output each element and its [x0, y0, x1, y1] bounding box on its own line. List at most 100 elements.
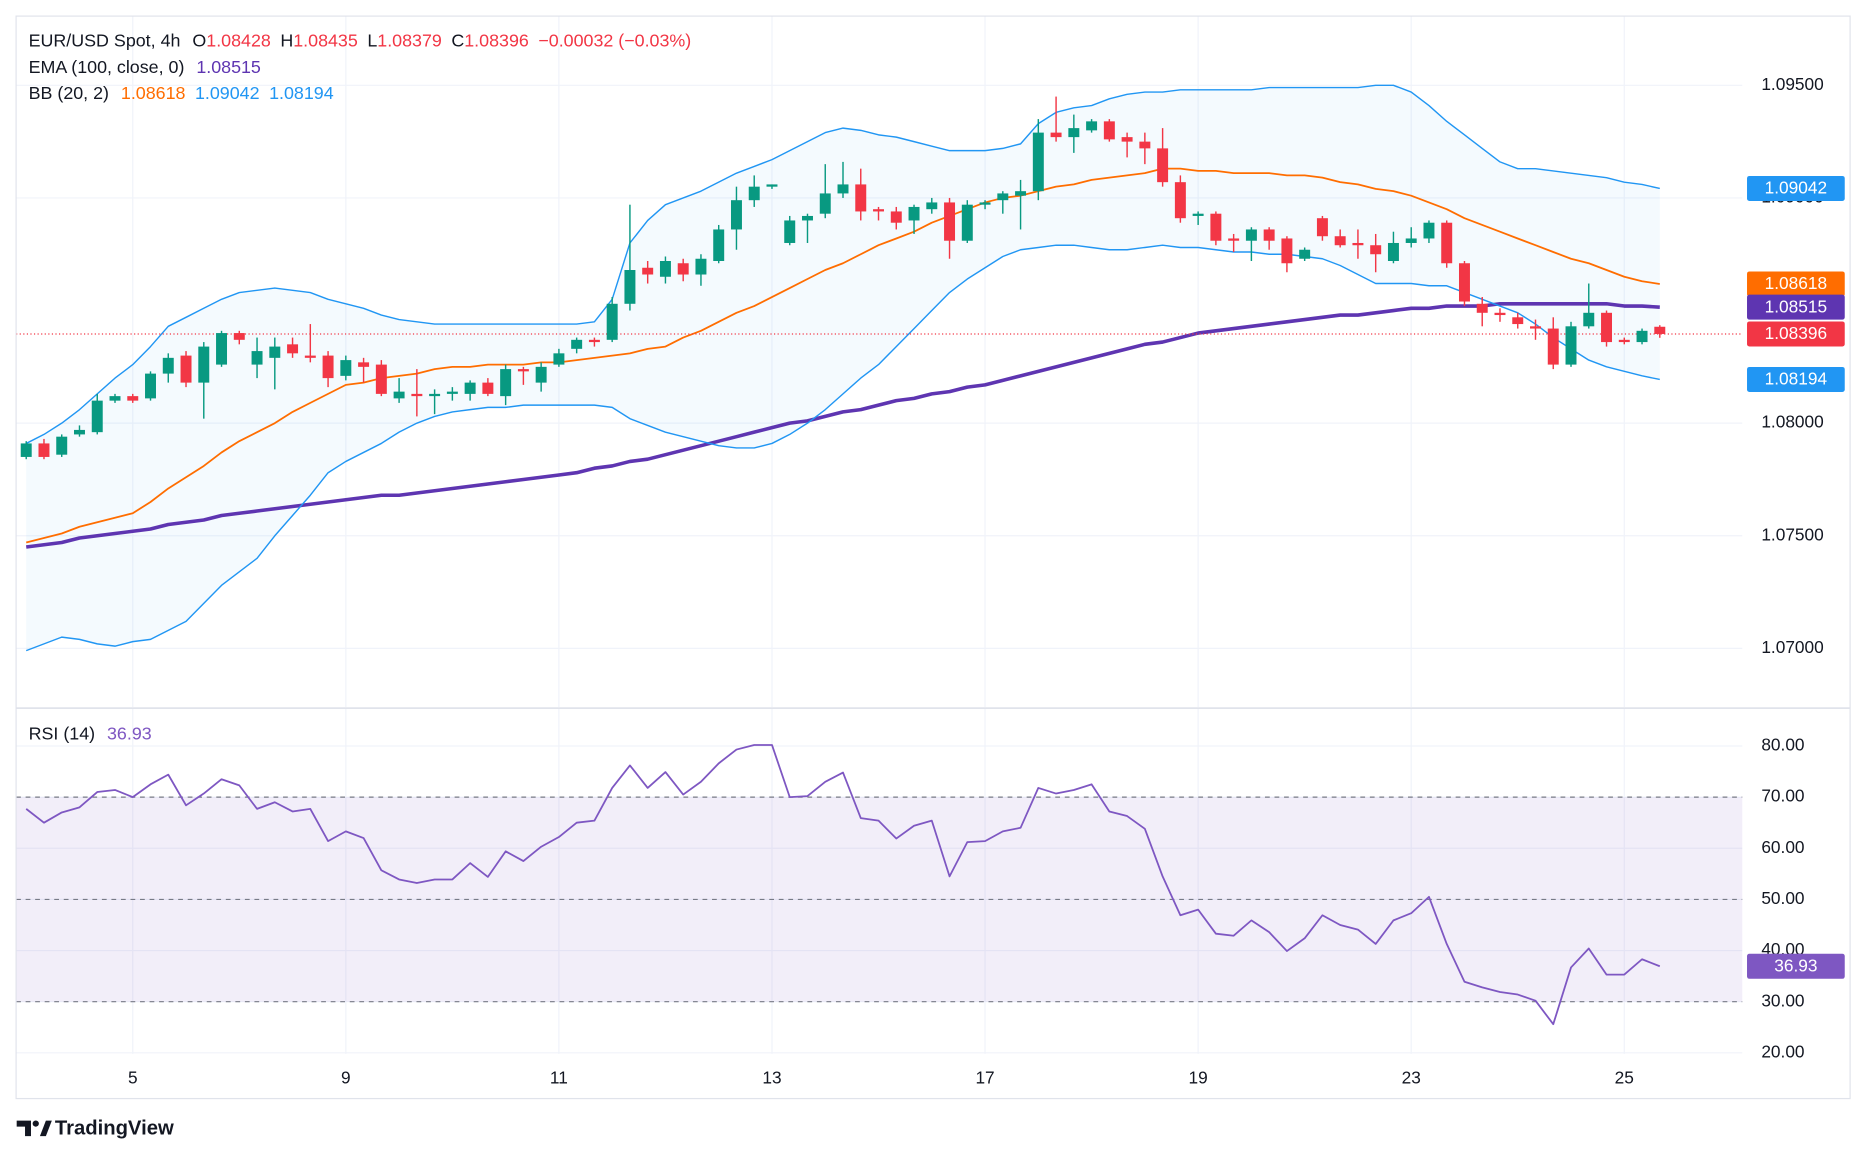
candle-body — [20, 443, 32, 457]
candle-body — [56, 436, 68, 455]
candle-body — [908, 206, 920, 221]
indicator-line — [25, 84, 1660, 445]
candle-body — [340, 360, 352, 376]
candle-body — [1032, 132, 1044, 192]
price-badge-label: 1.08618 — [1765, 273, 1827, 293]
x-tick-label: 13 — [762, 1067, 781, 1087]
candle-body — [1316, 218, 1328, 237]
candle-body — [571, 339, 583, 349]
candle-body — [358, 362, 370, 367]
price-badge-label: 36.93 — [1774, 955, 1817, 975]
rsi-legend: RSI (14) 36.93 — [29, 723, 152, 743]
candle-body — [1174, 182, 1186, 219]
logo-mark — [16, 1120, 31, 1137]
candle-body — [1512, 317, 1524, 325]
candle-body — [1334, 236, 1346, 246]
price-badge-label: 1.08194 — [1765, 369, 1828, 389]
ohlc-value: 1.08396 — [464, 30, 529, 50]
legend-value: 1.09042 — [195, 83, 260, 103]
candle-body — [535, 366, 547, 383]
candle-body — [588, 339, 600, 343]
candle-body — [127, 396, 139, 401]
candle-body — [304, 355, 316, 358]
legend-name: RSI (14) — [29, 723, 95, 743]
y-tick-label: 1.09500 — [1761, 74, 1823, 94]
y-tick-label: 20.00 — [1761, 1041, 1804, 1061]
candle-body — [1601, 312, 1613, 343]
candle-body — [1352, 242, 1364, 246]
candle-body — [961, 204, 973, 241]
candle-body — [251, 351, 263, 365]
candle-body — [979, 202, 991, 205]
price-badge — [1747, 953, 1845, 979]
legend-value: 36.93 — [107, 723, 152, 743]
candle-body — [393, 391, 405, 399]
candle-body — [748, 186, 760, 201]
ohlc-value: 1.08379 — [377, 30, 442, 50]
candle-body — [517, 369, 529, 372]
candle-body — [1139, 141, 1151, 149]
candle-body — [1494, 312, 1506, 316]
price-badge — [1747, 294, 1845, 320]
candle-body — [1015, 191, 1027, 196]
indicator-line — [25, 244, 1660, 652]
price-badge — [1747, 366, 1845, 392]
candle-body — [74, 429, 85, 435]
candle-body — [606, 303, 618, 340]
footer-brand: TradingView — [55, 1117, 174, 1139]
header-line: EUR/USD Spot, 4h O1.08428 H1.08435 L1.08379… — [29, 30, 692, 50]
price-badge — [1747, 271, 1845, 297]
candle-body — [730, 200, 742, 230]
y-tick-label: 1.07500 — [1761, 524, 1823, 544]
candle-body — [677, 263, 689, 275]
ohlc-label: H — [280, 30, 293, 50]
candle-body — [1228, 238, 1240, 241]
price-badge — [1747, 321, 1845, 347]
indicator-line — [25, 301, 1660, 549]
candle-body — [91, 400, 103, 433]
candle-body — [659, 260, 671, 277]
y-tick-label: 70.00 — [1761, 786, 1804, 806]
candle-body — [1263, 229, 1275, 241]
candle-body — [1103, 121, 1115, 140]
price-badges: 1.08618 1.09042 1.08194 1.08515 1.08396 36.93 — [1747, 175, 1845, 979]
candle-body — [1654, 326, 1666, 334]
candle-body — [1618, 339, 1630, 343]
price-badge-label: 1.08515 — [1765, 296, 1827, 316]
bands — [16, 85, 1743, 1003]
price-badge-label: 1.08396 — [1765, 323, 1827, 343]
x-tick-label: 17 — [975, 1067, 994, 1087]
candle-body — [233, 333, 245, 340]
candle-body — [1583, 312, 1595, 327]
candle-body — [38, 443, 50, 457]
ohlc-label: O — [192, 30, 206, 50]
y-tick-label: 60.00 — [1761, 837, 1804, 857]
chart-frame — [15, 15, 1851, 1100]
legend-value: 1.08194 — [269, 83, 334, 103]
candle-body — [482, 382, 494, 394]
candle-body — [855, 184, 867, 212]
ohlc-label: C — [451, 30, 464, 50]
x-tick-label: 25 — [1615, 1067, 1634, 1087]
y-tick-label: 30.00 — [1761, 990, 1804, 1010]
ema-legend: EMA (100, close, 0) 1.08515 — [29, 57, 261, 77]
candle-body — [1299, 249, 1311, 259]
candle-body — [695, 258, 707, 275]
y-tick-label: 80.00 — [1761, 735, 1804, 755]
candle-body — [873, 209, 884, 212]
rsi-line — [25, 744, 1661, 1026]
indicator-line — [25, 167, 1660, 544]
candle-body — [1476, 303, 1488, 313]
candle-body — [819, 193, 831, 214]
footer-logo: TradingView — [16, 1117, 174, 1139]
bb-legend: BB (20, 2) 1.08618 1.09042 1.08194 — [29, 83, 334, 103]
candle-body — [553, 353, 565, 365]
candle-body — [642, 267, 654, 275]
candle-body — [1050, 132, 1062, 138]
price-badge-label: 1.09042 — [1765, 178, 1827, 198]
candle-body — [375, 364, 387, 394]
